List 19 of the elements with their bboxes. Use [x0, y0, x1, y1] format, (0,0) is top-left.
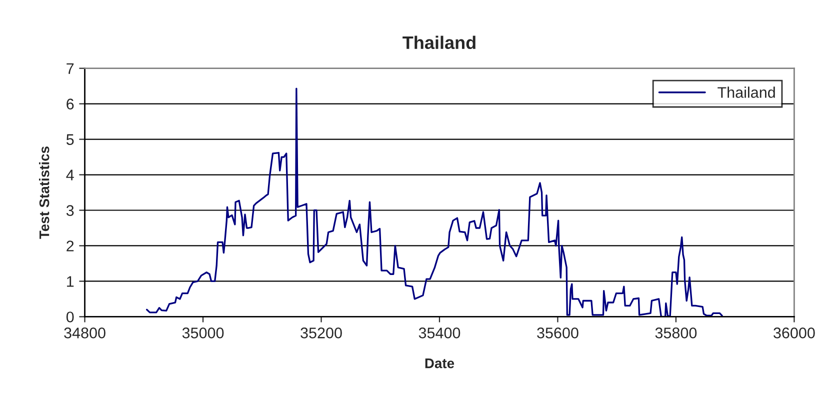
- y-tick-label: 5: [66, 134, 74, 145]
- y-axis-title: Test Statistics: [39, 146, 50, 239]
- x-tick-label: 35600: [537, 328, 578, 338]
- x-tick-label: 36000: [774, 328, 815, 338]
- x-tick-label: 35000: [182, 328, 224, 338]
- y-tick-label: 7: [66, 63, 74, 74]
- y-tick-label: 0: [66, 312, 74, 322]
- legend-label: Thailand: [718, 86, 775, 98]
- x-tick-label: 35400: [418, 328, 460, 338]
- chart-title: Thailand: [402, 36, 476, 50]
- y-tick-label: 4: [66, 170, 74, 180]
- y-tick-label: 1: [67, 276, 74, 287]
- x-tick-label: 34800: [64, 328, 106, 338]
- x-tick-label: 35200: [300, 328, 342, 338]
- y-tick-label: 6: [66, 98, 74, 110]
- x-tick-label: 35800: [655, 328, 697, 338]
- y-tick-label: 2: [66, 240, 74, 252]
- x-axis-title: Date: [425, 358, 454, 368]
- y-tick-label: 3: [66, 205, 74, 216]
